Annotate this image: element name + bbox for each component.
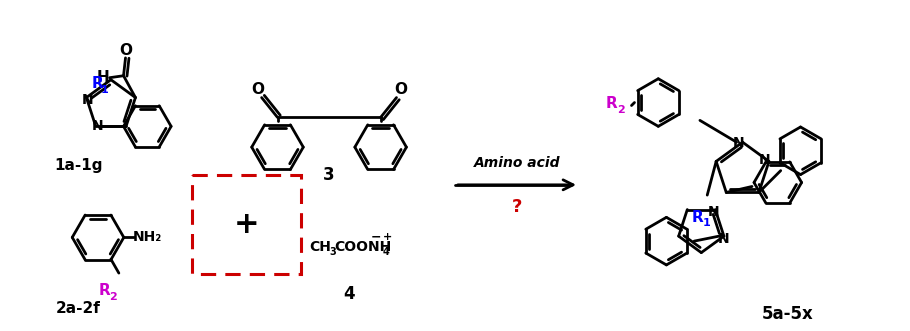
Text: O: O [251,82,264,97]
Text: 1a-1g: 1a-1g [54,158,103,172]
Text: N: N [707,205,719,218]
Text: 4: 4 [343,285,355,303]
Text: 2: 2 [617,106,624,116]
Text: H: H [96,70,109,85]
Text: −: − [370,231,381,244]
Text: O: O [119,43,132,59]
Text: N: N [82,93,93,107]
Text: N: N [759,153,771,167]
Text: N: N [733,136,744,150]
Text: 3: 3 [323,166,335,184]
Text: +: + [383,232,392,242]
Text: 1: 1 [101,85,109,95]
Text: 2a-2f: 2a-2f [56,301,101,316]
Text: CH: CH [309,240,331,254]
Bar [192,175,301,274]
Text: Amino acid: Amino acid [474,156,561,170]
Text: R: R [99,283,111,299]
Text: N: N [718,232,730,246]
Text: 5a-5x: 5a-5x [762,305,813,323]
Text: N: N [92,119,104,133]
Text: ?: ? [511,198,522,216]
Text: R: R [91,76,103,91]
Text: COONH: COONH [334,240,391,254]
Text: 2: 2 [109,292,116,302]
Text: R: R [606,96,618,111]
Text: 4: 4 [382,247,389,257]
Text: NH₂: NH₂ [133,230,162,244]
Text: 3: 3 [329,247,336,257]
Text: +: + [234,210,259,239]
Text: R: R [692,210,703,225]
Text: 1: 1 [703,218,710,228]
Text: O: O [394,82,407,97]
